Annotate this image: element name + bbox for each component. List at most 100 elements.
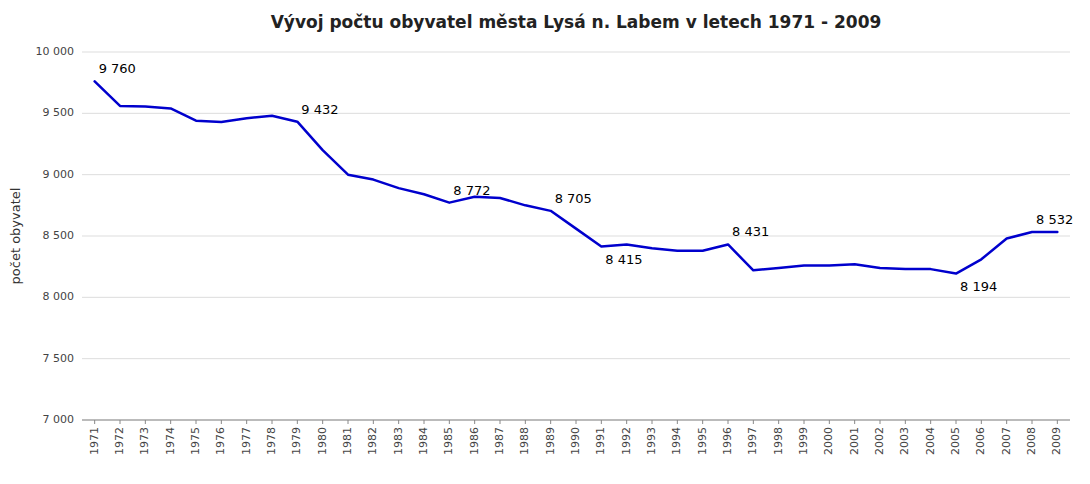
x-tick: [1057, 420, 1058, 424]
grid-line: [82, 174, 1070, 175]
x-tick: [348, 420, 349, 424]
grid-line: [82, 236, 1070, 237]
x-tick-label: 1980: [316, 427, 329, 455]
x-tick-label: 1995: [696, 427, 709, 455]
y-tick-label: 9 500: [43, 106, 75, 119]
x-tick: [449, 420, 450, 424]
grid-line: [82, 297, 1070, 298]
x-tick: [1032, 420, 1033, 424]
x-tick-label: 1996: [721, 427, 734, 455]
annotation: 8 705: [555, 191, 592, 206]
x-tick: [778, 420, 779, 424]
x-tick: [728, 420, 729, 424]
x-tick-label: 2002: [873, 427, 886, 455]
annotation: 9 760: [99, 61, 136, 76]
x-tick: [626, 420, 627, 424]
x-tick: [576, 420, 577, 424]
x-tick-label: 1988: [518, 427, 531, 455]
x-tick-label: 2003: [898, 427, 911, 455]
x-tick: [170, 420, 171, 424]
annotation: 9 432: [301, 102, 338, 117]
x-tick: [1006, 420, 1007, 424]
x-tick: [221, 420, 222, 424]
x-tick: [525, 420, 526, 424]
x-tick-label: 1984: [417, 427, 430, 455]
x-tick-label: 1974: [164, 427, 177, 455]
x-tick: [753, 420, 754, 424]
annotation: 8 415: [605, 252, 642, 267]
title: Vývoj počtu obyvatel města Lysá n. Labem…: [271, 12, 882, 32]
annotation: 8 194: [960, 279, 997, 294]
x-tick-label: 1975: [189, 427, 202, 455]
x-tick-label: 1994: [670, 427, 683, 455]
x-tick: [601, 420, 602, 424]
x-tick: [804, 420, 805, 424]
y-axis: 7 0007 5008 0008 5009 0009 50010 000: [36, 45, 1071, 426]
x-tick: [398, 420, 399, 424]
x-tick-label: 1977: [240, 427, 253, 455]
x-tick-label: 2009: [1050, 427, 1063, 455]
x-tick-label: 1992: [620, 427, 633, 455]
x-tick: [956, 420, 957, 424]
grid-line: [82, 113, 1070, 114]
chart: Vývoj počtu obyvatel města Lysá n. Labem…: [0, 0, 1090, 484]
x-tick-label: 1981: [341, 427, 354, 455]
x-tick: [702, 420, 703, 424]
x-tick: [272, 420, 273, 424]
x-tick: [120, 420, 121, 424]
data-line: [95, 81, 1058, 273]
x-tick-label: 1986: [468, 427, 481, 455]
x-tick: [373, 420, 374, 424]
x-tick: [652, 420, 653, 424]
x-tick-label: 2001: [848, 427, 861, 455]
x-tick: [829, 420, 830, 424]
x-tick-label: 2008: [1025, 427, 1038, 455]
x-tick-label: 1999: [797, 427, 810, 455]
x-tick-label: 1987: [493, 427, 506, 455]
annotation: 8 772: [453, 183, 490, 198]
x-tick: [145, 420, 146, 424]
x-tick-label: 1982: [366, 427, 379, 455]
x-tick-label: 1976: [214, 427, 227, 455]
x-tick-label: 1973: [138, 427, 151, 455]
y-tick-label: 10 000: [36, 45, 75, 58]
x-tick-label: 2005: [949, 427, 962, 455]
x-tick-label: 2004: [924, 427, 937, 455]
x-tick: [550, 420, 551, 424]
x-tick-label: 1997: [746, 427, 759, 455]
x-tick: [94, 420, 95, 424]
y-tick-label: 9 000: [43, 168, 75, 181]
x-tick: [500, 420, 501, 424]
x-tick-label: 1991: [594, 427, 607, 455]
x-tick: [880, 420, 881, 424]
x-tick: [297, 420, 298, 424]
x-tick: [930, 420, 931, 424]
x-tick-label: 1989: [544, 427, 557, 455]
x-tick: [246, 420, 247, 424]
x-tick-label: 2007: [1000, 427, 1013, 455]
annotation: 8 431: [732, 224, 769, 239]
y-tick-label: 7 500: [43, 352, 75, 365]
x-tick: [905, 420, 906, 424]
annotation: 8 532: [1036, 212, 1073, 227]
grid-line: [82, 358, 1070, 359]
x-tick: [981, 420, 982, 424]
x-tick-label: 2000: [822, 427, 835, 455]
grid-line: [82, 52, 1070, 53]
x-tick: [424, 420, 425, 424]
x-tick: [322, 420, 323, 424]
x-tick-label: 1998: [772, 427, 785, 455]
x-tick-label: 1972: [113, 427, 126, 455]
x-tick-label: 1971: [88, 427, 101, 455]
plot-area: [95, 81, 1058, 273]
x-tick-label: 1979: [290, 427, 303, 455]
x-tick-label: 1985: [442, 427, 455, 455]
x-tick-label: 1993: [645, 427, 658, 455]
x-axis: 1971197219731974197519761977197819791980…: [82, 420, 1070, 455]
x-tick: [677, 420, 678, 424]
annotations: 9 760 9 432 8 772 8 705 8 415 8 431 8 194 8 532: [99, 61, 1074, 294]
x-tick: [854, 420, 855, 424]
y-tick-label: 8 500: [43, 229, 75, 242]
x-tick-label: 1990: [569, 427, 582, 455]
y-tick-label: 8 000: [43, 290, 75, 303]
